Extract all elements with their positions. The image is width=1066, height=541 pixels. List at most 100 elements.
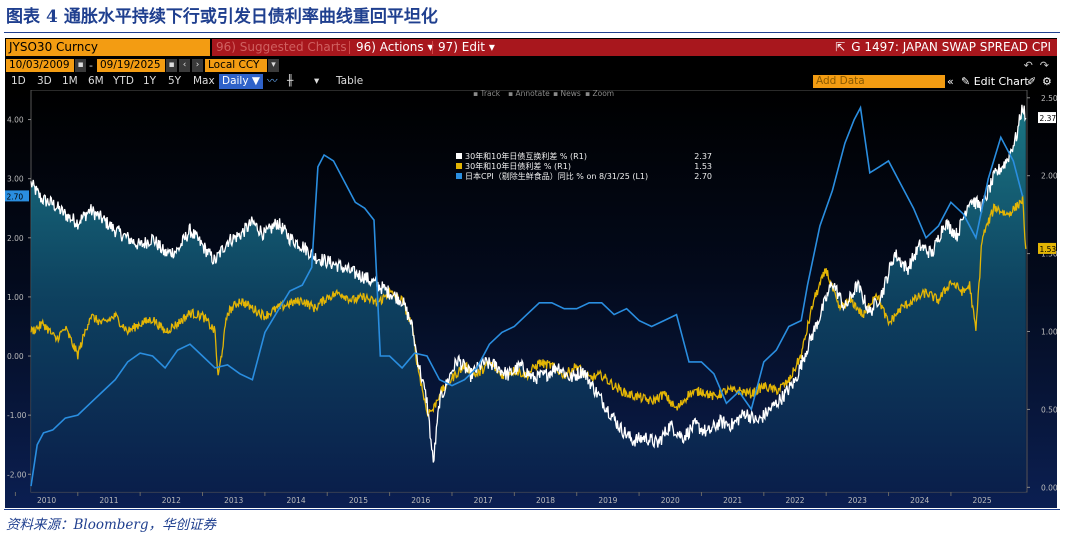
edit-chart-label: Edit Chart [973,75,1029,88]
chart-name-text: G 1497: JAPAN SWAP SPREAD CPI [851,40,1051,54]
gear-icon[interactable]: ⚙ [1042,75,1052,88]
chart-svg[interactable]: ▪ Track ▪ Annotate ▪ News ▪ Zoom 4.00 3.00 2.… [5,89,1057,508]
y-right-tick-label: 2.00 [1041,172,1057,181]
x-tick-label: 2015 [349,496,368,505]
timeframe-1y[interactable]: 1Y [143,75,157,87]
x-tick-label: 2025 [973,496,992,505]
suggested-charts-menu[interactable]: 96) Suggested Charts [216,40,347,54]
tool-zoom-button[interactable]: ▪ Zoom [585,89,614,98]
menu-bar: 96) Suggested Charts 96) Actions ▾ 97) E… [212,39,1057,56]
x-tick-label: 2014 [287,496,306,505]
x-tick-label: 2016 [411,496,430,505]
tool-news-button[interactable]: ▪ News [553,89,581,98]
x-tick-label: 2022 [785,496,804,505]
y-left-tick-label: 2.00 [7,234,24,243]
x-tick-label: 2023 [848,496,867,505]
timeframe-row: 1D 3D 1M 6M YTD 1Y 5Y Max Daily ▼ 〰 ╫ ▾ … [5,74,1057,89]
date-row: 10/03/2009 ▪ - 09/19/2025 ▪ ‹ › Local CC… [5,58,1057,73]
legend-swatch [456,163,462,169]
figure-label: 图表 [6,7,40,27]
legend-entry-value: 1.53 [694,162,712,171]
swap-spread-line[interactable] [30,104,1027,463]
launch-icon[interactable]: ⇱ [835,40,846,54]
chart-tools: ▪ Track ▪ Annotate ▪ News ▪ Zoom [473,89,614,98]
timeframe-5y[interactable]: 5Y [168,75,182,87]
prev-period-icon[interactable]: ‹ [179,59,190,72]
figure-title: 图表 4 通胀水平持续下行或引发日债利率曲线重回平坦化 [6,4,438,30]
title-rule [4,32,1060,33]
right-value-tag-white-bg [1038,112,1056,124]
legend-entry-value: 2.37 [694,152,712,161]
bottom-rule [4,509,1060,510]
x-tick-label: 2010 [37,496,56,505]
menu-separator [349,41,350,54]
x-tick-label: 2024 [910,496,929,505]
y-right-tick-label: 0.50 [1041,405,1057,414]
chevron-down-icon[interactable]: ▾ [268,59,279,72]
bloomberg-terminal: JYSO30 Curncy 96) Suggested Charts 96) A… [5,38,1057,508]
x-tick-label: 2021 [723,496,742,505]
currency-select[interactable]: Local CCY [205,59,267,72]
legend-entry-label: 日本CPI（剔除生鲜食品）同比 % on 8/31/25 (L1) [465,171,648,181]
timeframe-max[interactable]: Max [193,75,215,87]
edit-chart-button[interactable]: ✎ Edit Chart [961,75,1029,88]
chevron-down-icon[interactable]: ▾ [314,75,320,87]
line-chart-icon[interactable]: 〰 [267,75,278,87]
x-tick-label: 2019 [598,496,617,505]
frequency-select[interactable]: Daily ▼ [219,74,263,89]
table-button[interactable]: Table [336,75,364,87]
add-data-input[interactable]: Add Data [813,75,945,88]
y-right-tick-label: 0.00 [1041,483,1057,492]
bar-chart-icon[interactable]: ╫ [287,75,294,87]
ticker-field[interactable]: JYSO30 Curncy [6,39,210,56]
edit-menu-label: 97) Edit [438,40,486,54]
next-period-icon[interactable]: › [192,59,203,72]
calendar-icon[interactable]: ▪ [75,59,86,72]
figure-title-text: 通胀水平持续下行或引发日债利率曲线重回平坦化 [63,7,438,27]
y-right-tick-label: 1.50 [1041,250,1057,259]
undo-redo-icons[interactable]: ↶ ↷ [1023,59,1049,72]
x-tick-label: 2017 [474,496,493,505]
calendar-icon[interactable]: ▪ [166,59,177,72]
annotate-icon[interactable]: ✐ [1027,75,1037,88]
chart-name-label: ⇱ G 1497: JAPAN SWAP SPREAD CPI [835,39,1051,56]
y-left-tick-label: 0.00 [7,352,24,361]
start-date-input[interactable]: 10/03/2009 [6,59,74,72]
frequency-label: Daily [222,75,249,87]
timeframe-1d[interactable]: 1D [11,75,26,87]
tool-track-button[interactable]: ▪ Track [473,89,501,98]
left-value-tag-bg [5,190,29,202]
y-left-tick-label: 3.00 [7,175,24,184]
source-note: 资料来源：Bloomberg，华创证券 [6,517,217,533]
edit-menu[interactable]: 97) Edit ▾ [438,40,495,54]
x-tick-label: 2018 [536,496,555,505]
actions-menu[interactable]: 96) Actions ▾ [356,40,434,54]
actions-menu-label: 96) Actions [356,40,424,54]
figure-number: 4 [46,7,58,27]
legend-swatch [456,153,462,159]
timeframe-ytd[interactable]: YTD [113,75,134,87]
y-left-tick-label: 4.00 [7,116,24,125]
legend-entry-label: 30年和10年日债利差 % (R1) [465,161,571,171]
swap-spread-area [31,104,1026,493]
timeframe-3d[interactable]: 3D [37,75,52,87]
x-tick-label: 2020 [661,496,680,505]
right-value-tag-yellow-bg [1038,242,1056,254]
legend-entry-label: 30年和10年日债互换利差 % (R1) [465,151,587,161]
plot-area[interactable]: ▪ Track ▪ Annotate ▪ News ▪ Zoom 4.00 3.00 2.… [5,89,1057,508]
timeframe-6m[interactable]: 6M [88,75,104,87]
x-tick-label: 2011 [99,496,118,505]
end-date-input[interactable]: 09/19/2025 [97,59,165,72]
timeframe-1m[interactable]: 1M [62,75,78,87]
menu-separator [432,41,433,54]
x-tick-label: 2013 [224,496,243,505]
legend-entry-value: 2.70 [694,172,712,181]
header-row: JYSO30 Curncy 96) Suggested Charts 96) A… [5,38,1057,57]
y-right-tick-label: 2.50 [1041,94,1057,103]
cpi-line[interactable] [30,105,1024,487]
right-value-tag-white: 2.37 [1040,114,1057,123]
y-right-tick-label: 1.00 [1041,328,1057,337]
right-value-tag-yellow: 1.53 [1040,245,1057,254]
collapse-icon[interactable]: « [947,75,954,88]
tool-annotate-button[interactable]: ▪ Annotate [508,89,550,98]
